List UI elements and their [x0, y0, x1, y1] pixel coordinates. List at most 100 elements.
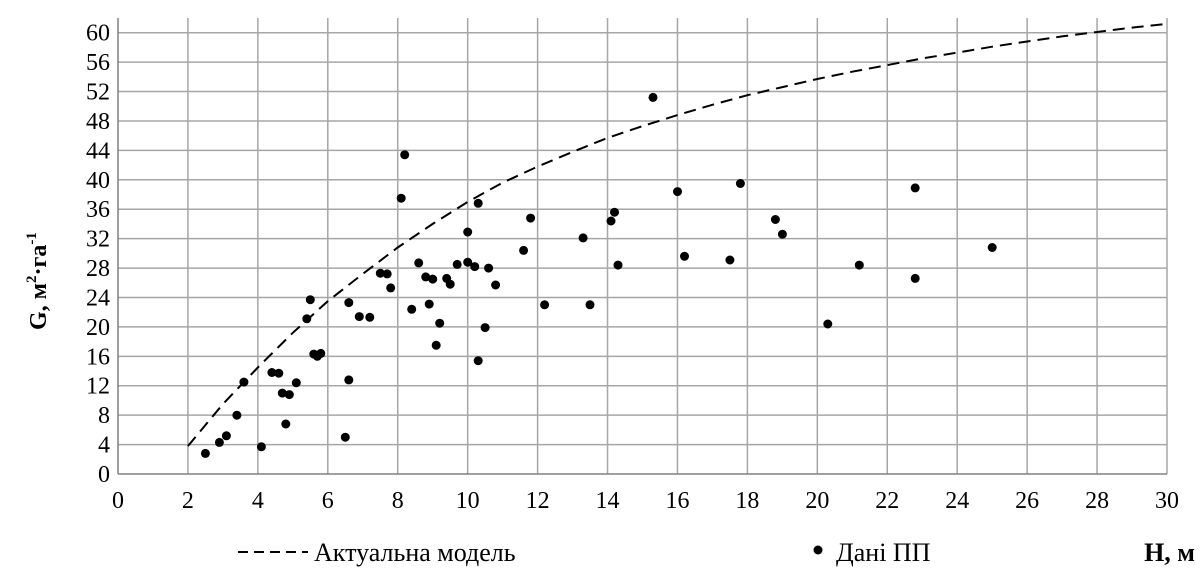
data-point [386, 283, 396, 293]
data-point [473, 356, 483, 366]
data-point [232, 410, 242, 420]
data-point [431, 340, 441, 350]
x-tick-label: 16 [665, 488, 689, 514]
y-tick-label: 32 [86, 227, 110, 253]
data-point [340, 432, 350, 442]
data-point [470, 262, 480, 272]
data-point [491, 280, 501, 290]
data-point [854, 260, 864, 270]
data-point [365, 312, 375, 322]
y-tick-label: 44 [86, 138, 110, 164]
data-point [480, 323, 490, 333]
x-tick-labels: 0 2 4 6 8 10 12 14 16 18 20 22 24 26 28 30 [112, 488, 1179, 514]
x-tick-label: 30 [1155, 488, 1179, 514]
data-point [424, 299, 434, 309]
data-point [302, 314, 312, 324]
data-point [375, 268, 385, 278]
legend-dot-swatch [813, 545, 823, 555]
x-tick-label: 24 [945, 488, 969, 514]
data-point [267, 368, 277, 377]
y-tick-label: 8 [98, 403, 110, 429]
data-point [200, 448, 210, 458]
x-tick-label: 6 [322, 488, 334, 514]
data-point [680, 251, 689, 261]
series-layer [187, 22, 1168, 458]
data-point [648, 92, 658, 102]
legend-label-data: Дані ПП [836, 538, 931, 567]
legend: Актуальна модель Дані ПП [238, 538, 931, 567]
y-tick-label: 36 [86, 197, 110, 223]
y-axis-title-mid: ·га [26, 245, 52, 276]
data-point [910, 183, 920, 193]
y-tick-label: 24 [86, 285, 110, 311]
data-point [673, 187, 682, 197]
data-point [396, 193, 406, 203]
grid-layer [118, 18, 1168, 474]
x-tick-label: 26 [1015, 488, 1039, 514]
axis-layer [117, 18, 1167, 475]
x-tick-label: 18 [735, 488, 759, 514]
y-tick-label: 60 [86, 21, 110, 47]
data-point [610, 207, 619, 217]
y-tick-label: 48 [86, 109, 110, 135]
x-tick-label: 10 [456, 488, 480, 514]
data-point [239, 377, 249, 387]
data-point [291, 378, 301, 388]
data-point [987, 243, 997, 252]
data-point [606, 216, 616, 226]
data-point [344, 375, 354, 385]
y-tick-label: 0 [98, 462, 110, 488]
data-point [435, 318, 445, 328]
data-point [277, 388, 287, 398]
x-axis-title: H, м [1144, 538, 1195, 567]
data-point [445, 279, 455, 289]
data-point [214, 437, 224, 447]
y-axis-title-sup2: -1 [24, 232, 40, 245]
data-point [526, 213, 536, 223]
data-point [452, 259, 462, 269]
data-point [274, 368, 284, 378]
data-point [221, 431, 231, 441]
x-tick-label: 22 [875, 488, 899, 514]
data-point [777, 229, 787, 239]
y-tick-label: 20 [86, 315, 110, 341]
data-point [578, 233, 588, 243]
data-point [585, 300, 595, 310]
data-point [910, 273, 920, 283]
data-point [421, 272, 431, 282]
y-tick-label: 4 [98, 433, 110, 459]
data-point [284, 390, 294, 400]
data-point [463, 227, 473, 237]
y-tick-label: 16 [86, 344, 110, 370]
y-tick-label: 12 [86, 374, 110, 400]
data-point [823, 319, 833, 329]
data-point [725, 255, 735, 265]
model-curve-line [187, 22, 1168, 447]
data-point [281, 419, 291, 429]
y-axis-title-sup1: 2 [24, 275, 40, 283]
data-point [613, 260, 623, 270]
x-tick-label: 8 [392, 488, 404, 514]
data-point [473, 198, 483, 208]
y-tick-label: 56 [86, 50, 110, 76]
data-point [256, 442, 266, 452]
data-point [414, 258, 424, 268]
x-tick-label: 12 [526, 488, 550, 514]
y-axis-title: G, м2·га-1 [24, 232, 52, 330]
data-point [382, 269, 392, 279]
y-tick-label: 40 [86, 168, 110, 194]
y-tick-label: 52 [86, 80, 110, 106]
data-point [463, 257, 473, 267]
legend-label-model: Актуальна модель [314, 538, 516, 567]
x-tick-label: 14 [596, 488, 620, 514]
x-tick-label: 28 [1085, 488, 1109, 514]
data-point [770, 215, 780, 224]
data-point [354, 312, 364, 322]
data-point [484, 263, 494, 273]
data-point [344, 298, 354, 308]
y-axis-title-main: G, м [26, 283, 52, 330]
x-tick-label: 20 [805, 488, 829, 514]
data-point [428, 274, 438, 284]
x-tick-label: 2 [182, 488, 194, 514]
